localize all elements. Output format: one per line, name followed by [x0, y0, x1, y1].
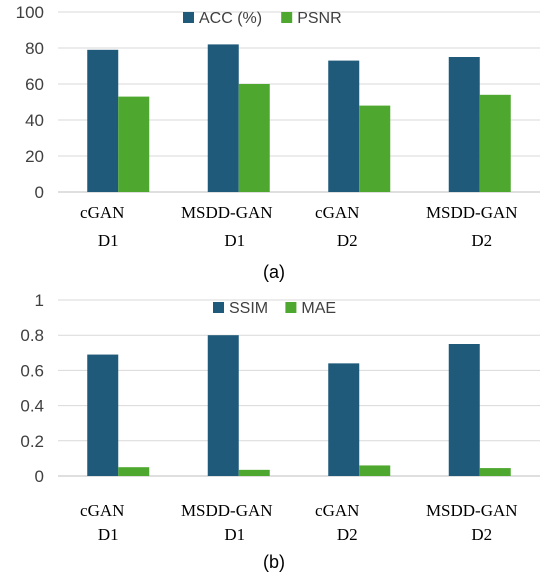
x-category-label: MSDD-GAN: [181, 501, 273, 520]
bar-series-1: [207, 335, 239, 476]
x-category-label: D1: [98, 525, 119, 544]
bar-series-1: [448, 344, 480, 476]
y-tick-label: 0: [35, 183, 44, 202]
bar-series-2: [238, 84, 270, 192]
x-category-label: D2: [471, 525, 492, 544]
bar-series-1: [448, 57, 480, 192]
bar-series-2: [479, 468, 511, 476]
legend-label: ACC (%): [199, 10, 262, 27]
chart-caption: (a): [263, 262, 285, 282]
x-category-label: cGAN: [80, 501, 124, 520]
x-category-label: D1: [98, 231, 119, 250]
y-tick-label: 20: [25, 147, 44, 166]
x-category-label: D2: [471, 231, 492, 250]
legend-swatch: [285, 302, 297, 313]
bar-series-2: [479, 94, 511, 192]
x-category-label: D1: [224, 525, 245, 544]
chart-a: 0 20 40 60 80 100 cGAN D1 MSDD-GAN D1 cGAN D2 MSDD-G…: [16, 3, 540, 282]
x-category-label: cGAN: [315, 203, 359, 222]
y-tick-label: 0: [35, 467, 44, 486]
bar-series-1: [207, 44, 239, 193]
bar-series-1: [328, 363, 360, 476]
legend-label: PSNR: [297, 10, 341, 27]
y-tick-label: 1: [35, 291, 44, 310]
x-category-label: cGAN: [315, 501, 359, 520]
bar-series-2: [359, 105, 391, 192]
x-category-label: MSDD-GAN: [181, 203, 273, 222]
legend-label: SSIM: [229, 300, 268, 317]
y-tick-label: 40: [25, 111, 44, 130]
legend-swatch: [281, 12, 293, 23]
x-category-label: cGAN: [80, 203, 124, 222]
y-tick-label: 80: [25, 39, 44, 58]
bar-series-2: [118, 96, 150, 192]
bar-series-2: [118, 467, 150, 476]
legend-swatch: [213, 302, 224, 313]
y-tick-label: 0.4: [20, 397, 44, 416]
legend-swatch: [183, 12, 194, 23]
y-tick-label: 100: [16, 3, 44, 22]
legend-label: MAE: [301, 300, 336, 317]
chart-caption: (b): [263, 552, 285, 572]
bar-series-1: [87, 354, 119, 476]
bar-series-1: [87, 49, 119, 192]
bar-series-2: [359, 465, 391, 476]
y-tick-label: 0.2: [20, 432, 44, 451]
bar-series-2: [238, 469, 270, 476]
chart-b: 0 0.2 0.4 0.6 0.8 1 cGAN D1 MSDD-GAN D1 cGAN D2 MSDD…: [20, 291, 540, 572]
bar-series-1: [328, 60, 360, 192]
y-tick-label: 0.6: [20, 361, 44, 380]
y-tick-label: 0.8: [20, 326, 44, 345]
x-category-label: D2: [337, 525, 358, 544]
x-category-label: MSDD-GAN: [426, 501, 518, 520]
x-category-label: D2: [337, 231, 358, 250]
x-category-label: D1: [224, 231, 245, 250]
x-category-label: MSDD-GAN: [426, 203, 518, 222]
y-tick-label: 60: [25, 75, 44, 94]
